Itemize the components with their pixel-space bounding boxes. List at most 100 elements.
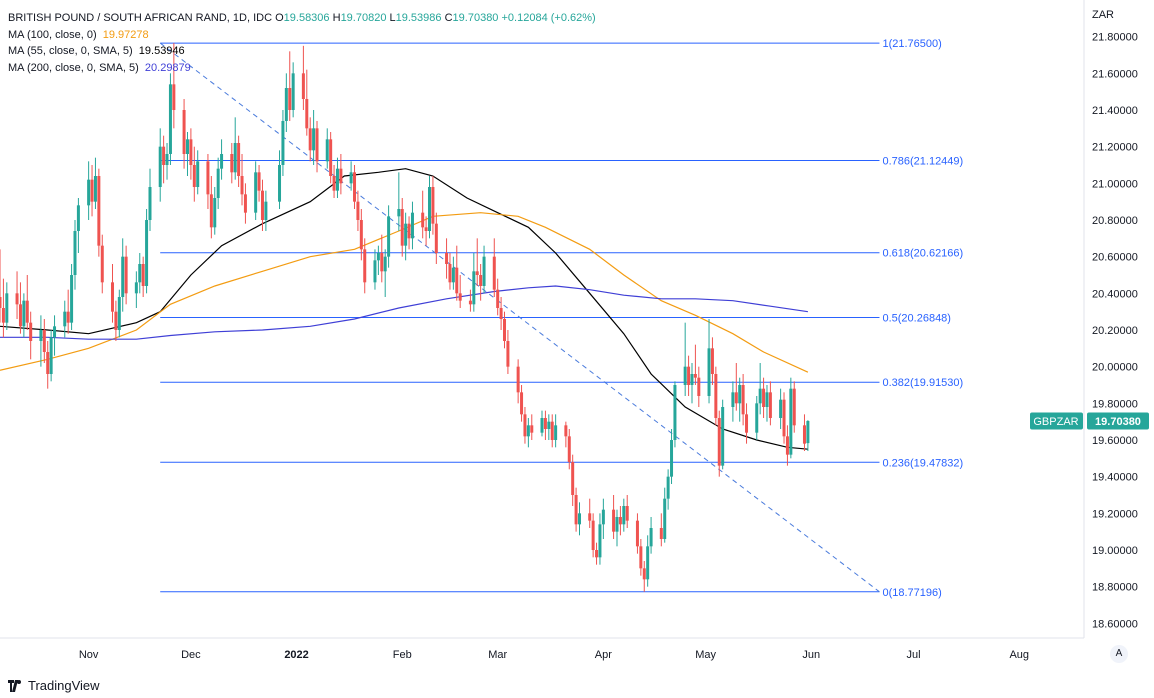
price-axis[interactable]: 21.80000 21.60000 21.40000 21.20000 21.00000… xyxy=(1092,32,1138,631)
candle-body-4 xyxy=(18,304,22,327)
candle-body-100 xyxy=(479,275,483,286)
legend-ma200-row[interactable]: MA (200, close, 0, SMA, 5) 20.29879 xyxy=(8,60,596,77)
candle-body-70 xyxy=(335,168,339,191)
ohlc-low-label: L xyxy=(389,12,396,24)
candle-body-1 xyxy=(1,308,5,323)
candle-body-31 xyxy=(145,220,149,286)
candle-body-91 xyxy=(434,223,438,253)
candle-body-145 xyxy=(693,374,697,378)
ohlc-high-label: H xyxy=(332,12,341,24)
candle-body-101 xyxy=(482,256,486,286)
candle-body-15 xyxy=(70,275,74,323)
ohlc-change: +0.12084 (+0.62%) xyxy=(501,12,596,24)
candle-body-154 xyxy=(738,385,742,404)
x-tick-label-0: Nov xyxy=(79,649,99,661)
candle-body-86 xyxy=(410,212,414,239)
candle-body-53 xyxy=(254,172,258,213)
tradingview-logo[interactable]: TradingView xyxy=(8,678,100,693)
candle-body-42 xyxy=(196,161,200,187)
candle-body-76 xyxy=(363,249,367,283)
candle-body-164 xyxy=(785,436,789,455)
candle-body-19 xyxy=(90,179,94,202)
candle-body-132 xyxy=(635,520,639,547)
ma100-value: 19.97278 xyxy=(102,28,149,41)
candle-body-157 xyxy=(755,403,759,433)
candle-body-46 xyxy=(216,168,220,198)
candle-body-124 xyxy=(595,550,599,558)
candle-body-72 xyxy=(349,172,353,184)
candle-body-126 xyxy=(601,509,605,525)
candle-body-29 xyxy=(138,264,142,283)
candle-body-39 xyxy=(185,139,189,154)
candle-body-163 xyxy=(782,399,786,437)
candle-body-107 xyxy=(516,366,520,393)
y-tick-label-5: 20.80000 xyxy=(1092,215,1138,227)
candle-body-102 xyxy=(492,256,496,290)
candle-body-58 xyxy=(281,121,285,165)
legend-ma55-row[interactable]: MA (55, close, 0, SMA, 5) 19.53946 xyxy=(8,43,596,60)
fib-level-label-6: 0(18.77196) xyxy=(882,587,941,599)
y-tick-label-8: 20.20000 xyxy=(1092,325,1138,337)
candle-body-159 xyxy=(762,388,766,407)
legend-ma100-row[interactable]: MA (100, close, 0) 19.97278 xyxy=(8,27,596,44)
x-tick-label-4: Mar xyxy=(488,649,507,661)
candle-body-12 xyxy=(53,326,57,338)
candle-body-26 xyxy=(121,256,125,297)
candle-body-155 xyxy=(741,385,745,415)
time-axis[interactable]: Nov Dec 2022 Feb Mar Apr May Jun Jul Aug xyxy=(79,649,1029,661)
x-tick-label-7: Jun xyxy=(802,649,820,661)
candle-body-146 xyxy=(697,377,701,396)
ma55-label: MA (55, close, 0, SMA, 5) xyxy=(8,45,133,57)
last-price-tag: GBPZAR 19.70380 xyxy=(1030,412,1149,430)
candle-body-56 xyxy=(264,201,268,220)
candle-body-112 xyxy=(540,418,544,433)
x-tick-label-5: Apr xyxy=(595,649,612,661)
candle-body-80 xyxy=(383,256,387,272)
candle-body-10 xyxy=(46,352,50,374)
candle-body-138 xyxy=(663,498,667,539)
candle-body-95 xyxy=(455,267,459,294)
ma200-label: MA (200, close, 0, SMA, 5) xyxy=(8,61,139,74)
y-tick-label-4: 21.00000 xyxy=(1092,178,1138,190)
candle-body-68 xyxy=(329,139,333,176)
fib-level-label-4: 0.382(19.91530) xyxy=(882,377,963,389)
candle-body-48 xyxy=(230,154,234,173)
candle-body-149 xyxy=(714,374,718,418)
candle-body-136 xyxy=(649,528,653,547)
auto-scale-button[interactable]: A xyxy=(1110,645,1128,663)
candle-body-84 xyxy=(404,223,408,246)
x-tick-label-8: Jul xyxy=(907,649,921,661)
ohlc-low: 19.53986 xyxy=(395,12,442,24)
y-tick-label-16: 18.60000 xyxy=(1092,618,1138,630)
candle-body-22 xyxy=(100,245,104,283)
candle-body-74 xyxy=(356,201,360,220)
candle-body-32 xyxy=(148,187,152,220)
candle-body-85 xyxy=(407,223,411,239)
trendline[interactable] xyxy=(159,42,880,593)
candle-body-109 xyxy=(523,414,527,437)
x-tick-label-3: Feb xyxy=(393,649,412,661)
candle-body-129 xyxy=(618,517,622,525)
tradingview-logo-icon xyxy=(8,679,21,692)
ohlc-high: 19.70820 xyxy=(340,12,387,24)
candle-body-14 xyxy=(66,311,70,323)
candle-body-6 xyxy=(25,300,29,323)
candle-body-7 xyxy=(29,322,33,341)
price-tag-symbol: GBPZAR xyxy=(1033,416,1078,428)
price-tag-value-bg xyxy=(1087,412,1149,430)
ohlc-open: 19.58306 xyxy=(283,12,330,24)
candle-body-75 xyxy=(359,220,363,250)
candle-body-16 xyxy=(73,231,77,275)
candle-body-115 xyxy=(550,421,554,440)
ohlc-close-label: C xyxy=(444,12,453,24)
candle-body-114 xyxy=(547,421,551,429)
candle-body-2 xyxy=(5,293,9,323)
candle-body-77 xyxy=(373,260,377,283)
candle-body-93 xyxy=(448,264,452,283)
candle-body-162 xyxy=(779,399,783,418)
candle-body-161 xyxy=(768,392,772,418)
candle-body-127 xyxy=(612,509,616,532)
candle-body-52 xyxy=(243,194,247,213)
candle-body-96 xyxy=(458,293,462,301)
